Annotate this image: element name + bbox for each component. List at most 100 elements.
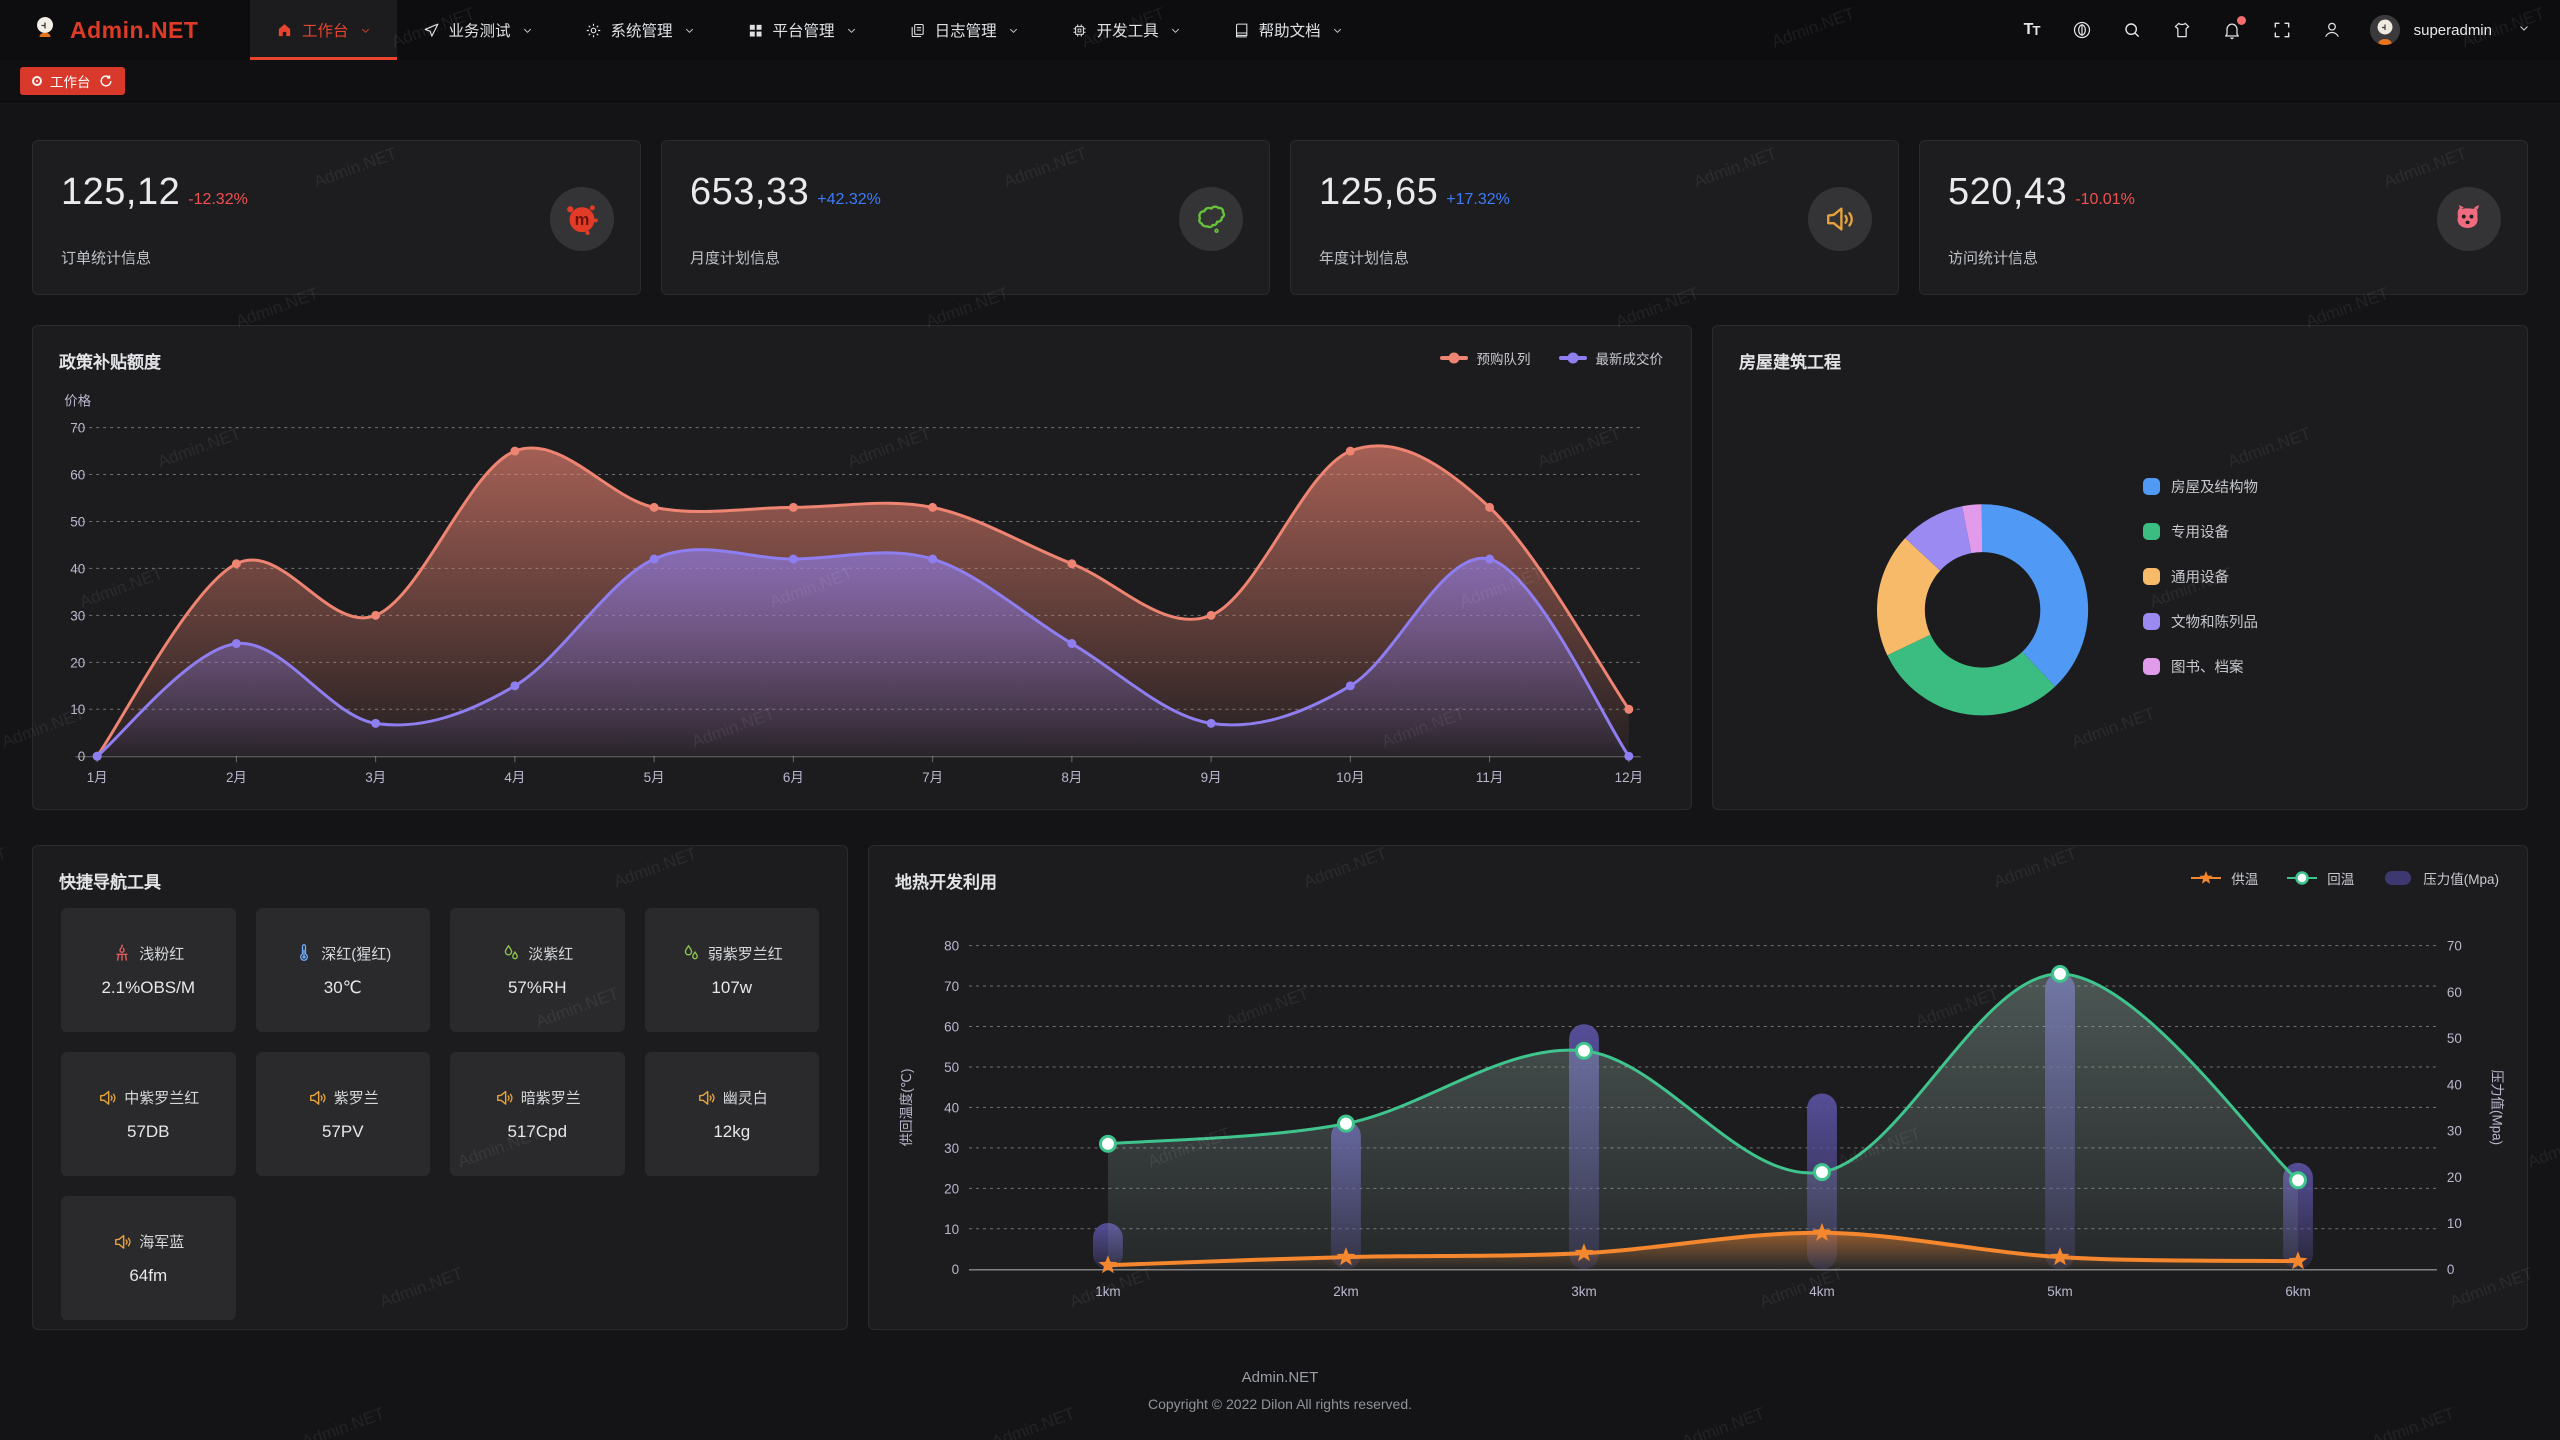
- footer-copyright: Copyright © 2022 Dilon All rights reserv…: [1148, 1396, 1412, 1412]
- legend-item[interactable]: 专用设备: [2143, 521, 2258, 542]
- legend-item[interactable]: 图书、档案: [2143, 656, 2258, 677]
- svg-text:10: 10: [70, 702, 85, 717]
- username[interactable]: superadmin: [2413, 21, 2492, 39]
- book-icon: [1233, 22, 1250, 39]
- panel-title: 地热开发利用: [895, 873, 997, 892]
- quick-nav-value: 2.1%OBS/M: [101, 977, 196, 997]
- svg-text:30: 30: [70, 608, 85, 623]
- search-icon[interactable]: [2120, 18, 2144, 42]
- speaker-icon: [494, 1087, 514, 1107]
- refresh-icon[interactable]: [99, 74, 113, 88]
- menu-item-3[interactable]: 系统管理: [559, 0, 721, 60]
- legend-item[interactable]: 供温: [2190, 868, 2258, 888]
- menu-item-1[interactable]: 工作台: [250, 0, 397, 60]
- speaker-icon: [696, 1087, 716, 1107]
- geothermal-chart-legend: 供温 回温 压力值(Mpa): [2190, 868, 2499, 888]
- quick-nav-button[interactable]: 暗紫罗兰 517Cpd: [450, 1052, 625, 1176]
- tab-active-dot-icon: [32, 75, 42, 86]
- quick-nav-panel: 快捷导航工具 浅粉红 2.1%OBS/M 深红(猩红) 30℃ 淡紫红 57%RH 弱紫罗兰…: [32, 845, 848, 1330]
- legend-item[interactable]: 文物和陈列品: [2143, 611, 2258, 632]
- quick-nav-button[interactable]: 深红(猩红) 30℃: [255, 908, 430, 1032]
- legend-item[interactable]: 压力值(Mpa): [2382, 868, 2499, 888]
- svg-text:70: 70: [2447, 939, 2462, 954]
- svg-text:80: 80: [944, 939, 959, 954]
- language-icon[interactable]: [2070, 18, 2094, 42]
- policy-chart-legend: 预购队列 最新成交价: [1439, 348, 1663, 368]
- svg-text:压力值(Mpa): 压力值(Mpa): [2490, 1070, 2505, 1145]
- stat-card: 653,33 +42.32% 月度计划信息: [661, 140, 1270, 295]
- legend-item[interactable]: 最新成交价: [1558, 348, 1663, 368]
- stat-card: 125,12 -12.32% 订单统计信息 m: [32, 140, 641, 295]
- svg-text:1月: 1月: [87, 770, 108, 785]
- quick-nav-button[interactable]: 中紫罗兰红 57DB: [61, 1052, 236, 1176]
- svg-text:7月: 7月: [922, 770, 943, 785]
- legend-item[interactable]: 通用设备: [2143, 566, 2258, 587]
- speaker-icon: [97, 1087, 117, 1107]
- quick-nav-value: 30℃: [323, 977, 362, 997]
- menu-item-5[interactable]: 日志管理: [883, 0, 1045, 60]
- tab-workbench[interactable]: 工作台: [20, 66, 125, 95]
- stat-value: 520,43: [1948, 171, 2068, 213]
- quick-nav-value: 57PV: [321, 1121, 364, 1141]
- svg-text:4km: 4km: [1809, 1284, 1834, 1299]
- humidity-icon: [681, 943, 701, 963]
- footer-brand: Admin.NET: [1241, 1369, 1319, 1386]
- svg-text:1km: 1km: [1095, 1284, 1120, 1299]
- svg-text:10: 10: [944, 1222, 959, 1237]
- menu-item-6[interactable]: 开发工具: [1045, 0, 1207, 60]
- svg-text:9月: 9月: [1201, 770, 1222, 785]
- svg-text:10月: 10月: [1336, 770, 1364, 785]
- svg-text:6月: 6月: [783, 770, 804, 785]
- menu-item-label: 工作台: [302, 23, 349, 40]
- legend-item[interactable]: 预购队列: [1439, 348, 1531, 368]
- profile-icon[interactable]: [2320, 18, 2344, 42]
- menu-item-4[interactable]: 平台管理: [721, 0, 883, 60]
- stat-card: 125,65 +17.32% 年度计划信息: [1290, 140, 1899, 295]
- tab-label: 工作台: [50, 74, 91, 90]
- quick-nav-name: 弱紫罗兰红: [707, 945, 783, 963]
- legend-item[interactable]: 回温: [2286, 868, 2354, 888]
- quick-nav-button[interactable]: 淡紫红 57%RH: [450, 908, 625, 1032]
- chevron-down-icon: [523, 28, 531, 33]
- chip-icon: [1071, 22, 1088, 39]
- building-donut-chart: [1877, 504, 2089, 716]
- menu-item-7[interactable]: 帮助文档: [1207, 0, 1369, 60]
- quick-nav-name: 幽灵白: [722, 1089, 768, 1107]
- menu-item-label: 系统管理: [610, 23, 673, 40]
- menu-item-2[interactable]: 业务测试: [397, 0, 559, 60]
- quick-nav-button[interactable]: 紫罗兰 57PV: [255, 1052, 430, 1176]
- svg-text:20: 20: [70, 655, 85, 670]
- policy-subsidy-chart: 0 10 20 30 40 50 60 70 价格 1月 2月 3月 4月 5月 6月 7月 8月 9月 10月 11…: [64, 394, 1643, 785]
- svg-text:0: 0: [2447, 1262, 2454, 1277]
- user-avatar[interactable]: [2369, 15, 2400, 45]
- building-project-panel: 房屋建筑工程 房屋及结构物 专用设备通用设备文物和陈列品 图书、档案: [1712, 325, 2528, 810]
- stat-label: 年度计划信息: [1319, 250, 1410, 267]
- donut-legend: 房屋及结构物 专用设备通用设备文物和陈列品 图书、档案: [2143, 476, 2258, 677]
- svg-text:供回温度(℃): 供回温度(℃): [899, 1069, 914, 1147]
- svg-text:m: m: [575, 210, 590, 229]
- meetup-icon: m: [550, 187, 614, 251]
- svg-text:3月: 3月: [365, 770, 386, 785]
- svg-text:20: 20: [944, 1181, 959, 1196]
- legend-item[interactable]: 房屋及结构物: [2143, 476, 2258, 497]
- panel-title: 快捷导航工具: [59, 873, 161, 892]
- quick-nav-button[interactable]: 海军蓝 64fm: [61, 1196, 236, 1320]
- main-menu: 工作台 业务测试 系统管理 平台管理 日志管理 开发工具 帮助文档: [250, 0, 1369, 60]
- menu-item-label: 开发工具: [1096, 23, 1159, 40]
- quick-nav-button[interactable]: 幽灵白 12kg: [644, 1052, 819, 1176]
- fullscreen-icon[interactable]: [2270, 18, 2294, 42]
- stat-value: 653,33: [690, 171, 810, 213]
- theme-icon[interactable]: [2170, 18, 2194, 42]
- panel-title: 房屋建筑工程: [1739, 353, 1841, 372]
- brand-logo[interactable]: Admin.NET: [0, 13, 250, 48]
- main-content: 125,12 -12.32% 订单统计信息 m 653,33 +42.32% 月度计划信息 1…: [0, 102, 2560, 1417]
- chevron-down-icon: [361, 28, 369, 33]
- quick-nav-button[interactable]: 浅粉红 2.1%OBS/M: [61, 908, 236, 1032]
- quick-nav-value: 57%RH: [507, 977, 567, 997]
- svg-text:70: 70: [944, 979, 959, 994]
- chevron-down-icon: [847, 28, 855, 33]
- notification-bell-icon[interactable]: [2220, 16, 2246, 42]
- quick-nav-button[interactable]: 弱紫罗兰红 107w: [644, 908, 819, 1032]
